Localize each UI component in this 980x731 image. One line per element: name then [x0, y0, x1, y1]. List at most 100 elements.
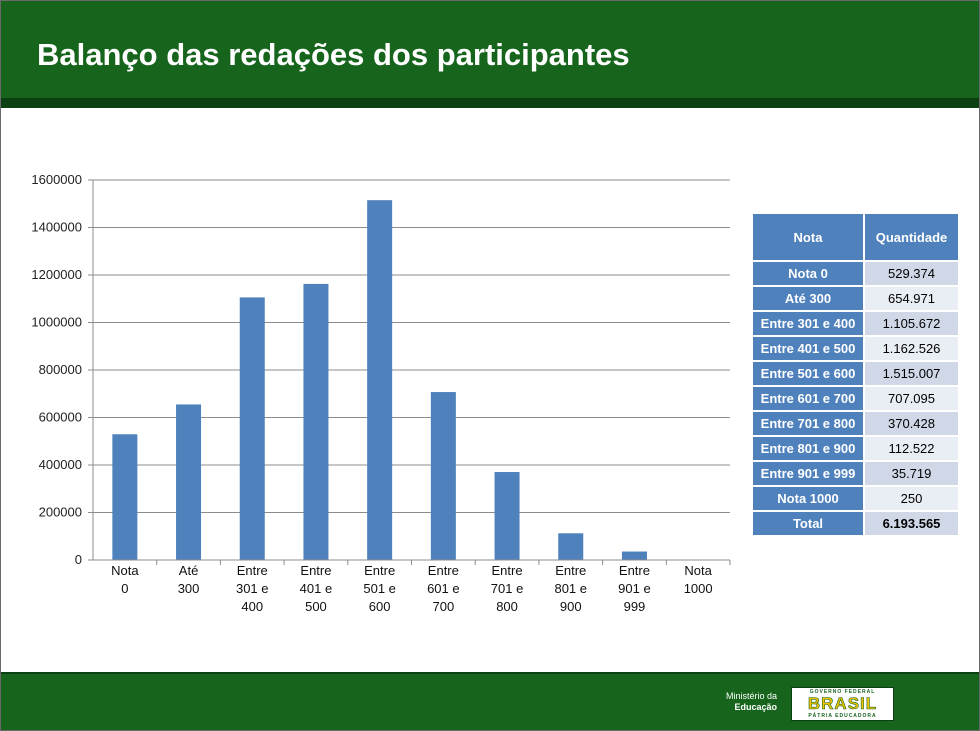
y-tick-label: 0 [75, 552, 82, 567]
logo-bottom-text: PÁTRIA EDUCADORA [808, 713, 877, 719]
y-tick-label: 200000 [39, 505, 82, 520]
y-tick-label: 1200000 [31, 267, 82, 282]
grade-cell: Nota 1000 [753, 487, 863, 510]
x-category-label-line: Nota [111, 563, 139, 578]
x-category-label-line: Entre [555, 563, 586, 578]
grade-cell: Total [753, 512, 863, 535]
y-tick-label: 1400000 [31, 220, 82, 235]
bar [621, 551, 647, 560]
header-divider [1, 98, 979, 108]
grade-cell: Entre 501 e 600 [753, 362, 863, 385]
quantity-cell: 35.719 [865, 462, 958, 485]
table-row: Entre 601 e 700 707.095 [753, 387, 958, 410]
grade-cell: Entre 701 e 800 [753, 412, 863, 435]
y-tick-label: 800000 [39, 362, 82, 377]
table-row: Entre 401 e 500 1.162.526 [753, 337, 958, 360]
x-category-label-line: 301 e [236, 581, 269, 596]
quantity-cell: 370.428 [865, 412, 958, 435]
x-category-label-line: Entre [364, 563, 395, 578]
table-row: Entre 801 e 900 112.522 [753, 437, 958, 460]
x-category-label-line: Entre [237, 563, 268, 578]
y-tick-label: 600000 [39, 410, 82, 425]
x-category-label-line: Até [179, 563, 199, 578]
footer-bar: Ministério da Educação GOVERNO FEDERAL B… [1, 672, 979, 730]
x-category-label-line: Entre [300, 563, 331, 578]
x-category-label-line: Entre [619, 563, 650, 578]
grade-cell: Até 300 [753, 287, 863, 310]
x-category-label-line: 400 [241, 599, 263, 614]
table-row: Nota 0 529.374 [753, 262, 958, 285]
grade-cell: Entre 901 e 999 [753, 462, 863, 485]
x-category-label-line: Nota [684, 563, 712, 578]
x-category-label-line: 700 [432, 599, 454, 614]
table-row: Entre 301 e 400 1.105.672 [753, 312, 958, 335]
table-header-quantity: Quantidade [865, 214, 958, 260]
y-tick-label: 1600000 [31, 172, 82, 187]
quantity-cell: 707.095 [865, 387, 958, 410]
x-category-label: Nota 1000 [684, 563, 713, 596]
quantity-cell: 1.515.007 [865, 362, 958, 385]
bar [367, 200, 393, 560]
grade-cell: Entre 401 e 500 [753, 337, 863, 360]
ministry-line-1: Ministério da [725, 691, 777, 701]
x-category-label: Entre 401 e 500 [300, 563, 333, 614]
x-category-label-line: 300 [178, 581, 200, 596]
x-category-label: Entre 601 e 700 [427, 563, 460, 614]
bar [430, 392, 456, 560]
ministry-logo-text: Ministério da Educação [717, 691, 777, 713]
bar [558, 533, 584, 560]
slide-title: Balanço das redações dos participantes [37, 37, 630, 72]
grade-cell: Nota 0 [753, 262, 863, 285]
header-bar: Balanço das redações dos participantes [1, 1, 979, 98]
quantity-cell: 1.105.672 [865, 312, 958, 335]
x-category-label-line: 500 [305, 599, 327, 614]
bar [494, 472, 520, 560]
table-body: Nota 0 529.374 Até 300 654.971 Entre 301 e 4… [753, 262, 958, 535]
x-category-label-line: Entre [428, 563, 459, 578]
quantity-cell: 1.162.526 [865, 337, 958, 360]
x-category-label-line: 601 e [427, 581, 460, 596]
bar [112, 434, 138, 560]
grade-table: Nota Quantidade Nota 0 529.374 Até 300 654.… [751, 212, 960, 537]
table-total-row: Total 6.193.565 [753, 512, 958, 535]
grade-cell: Entre 801 e 900 [753, 437, 863, 460]
x-category-label: Entre 301 e 400 [236, 563, 269, 614]
x-category-label: Até 300 [178, 563, 200, 596]
y-tick-label: 1000000 [31, 315, 82, 330]
grade-cell: Entre 601 e 700 [753, 387, 863, 410]
brasil-government-logo: GOVERNO FEDERAL BRASIL PÁTRIA EDUCADORA [791, 687, 894, 721]
table-row: Nota 1000 250 [753, 487, 958, 510]
table-header-row: Nota Quantidade [753, 214, 958, 260]
x-category-label-line: 701 e [491, 581, 524, 596]
quantity-cell: 250 [865, 487, 958, 510]
table-row: Entre 701 e 800 370.428 [753, 412, 958, 435]
x-category-label-line: 999 [624, 599, 646, 614]
bar [176, 404, 202, 560]
ministry-line-2: Educação [734, 702, 777, 712]
quantity-cell: 6.193.565 [865, 512, 958, 535]
y-tick-label: 400000 [39, 457, 82, 472]
x-category-label-line: 801 e [554, 581, 587, 596]
x-category-label-line: 1000 [684, 581, 713, 596]
x-category-label-line: Entre [492, 563, 523, 578]
x-category-label-line: 600 [369, 599, 391, 614]
grade-cell: Entre 301 e 400 [753, 312, 863, 335]
x-category-label-line: 401 e [300, 581, 333, 596]
x-category-label: Entre 801 e 900 [554, 563, 587, 614]
x-category-label: Nota 0 [111, 563, 139, 596]
bar-chart: 0 200000 400000 600000 800000 1000000 1200000 1… [31, 172, 731, 614]
logo-top-text: GOVERNO FEDERAL [809, 689, 876, 695]
x-category-label-line: 0 [121, 581, 128, 596]
logo-main-text: BRASIL [807, 694, 878, 714]
table-header-grade: Nota [753, 214, 863, 260]
x-category-label: Entre 501 e 600 [363, 563, 396, 614]
table-row: Entre 901 e 999 35.719 [753, 462, 958, 485]
quantity-cell: 529.374 [865, 262, 958, 285]
x-category-label-line: 800 [496, 599, 518, 614]
x-category-label: Entre 701 e 800 [491, 563, 524, 614]
quantity-cell: 112.522 [865, 437, 958, 460]
x-category-label-line: 900 [560, 599, 582, 614]
x-category-label: Entre 901 e 999 [618, 563, 651, 614]
x-category-label-line: 901 e [618, 581, 651, 596]
